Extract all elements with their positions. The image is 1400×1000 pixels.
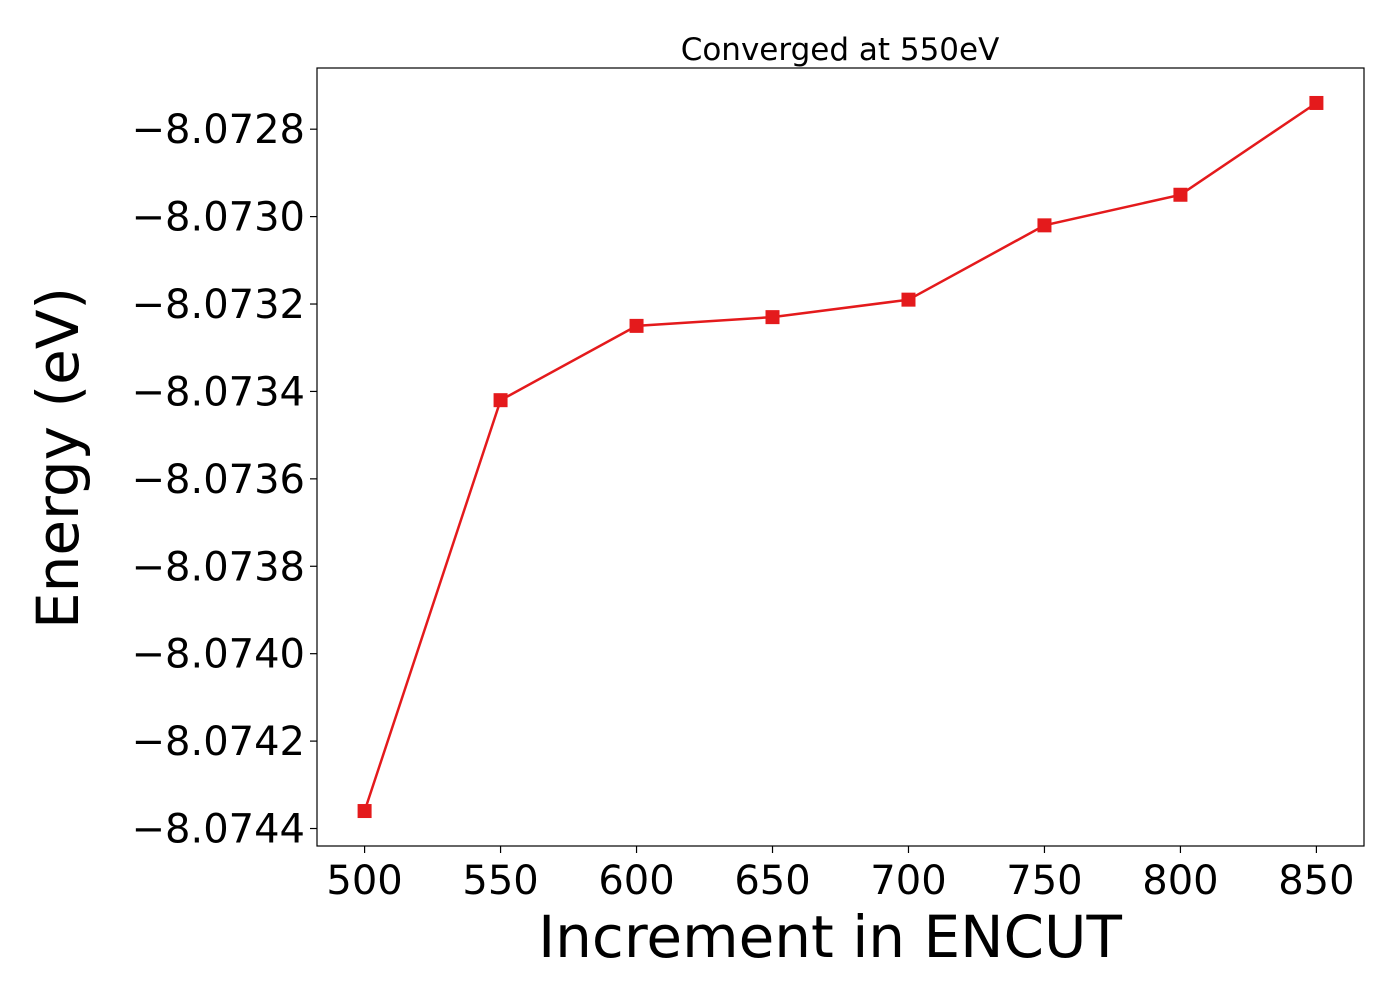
series-layer [357, 95, 1324, 819]
data-point-marker [1173, 187, 1188, 202]
x-tick-label: 500 [326, 858, 402, 904]
series-line [363, 101, 1318, 812]
axis-ticks: 500 550 600 650 700 750 800 850 −8.0744 −8.0742 −8… [132, 107, 1355, 904]
y-tick-label: −8.0728 [132, 107, 305, 153]
y-tick-label: −8.0744 [132, 807, 305, 853]
y-tick-label: −8.0742 [132, 719, 305, 765]
y-tick-label: −8.0730 [132, 195, 305, 241]
y-tick-label: −8.0734 [132, 369, 305, 415]
y-tick-label: −8.0740 [132, 632, 305, 678]
x-tick-label: 800 [1142, 858, 1218, 904]
x-tick-label: 550 [462, 858, 538, 904]
data-point-marker [765, 310, 780, 325]
data-point-marker [1037, 218, 1052, 233]
x-axis-title: Increment in ENCUT [538, 903, 1122, 971]
data-point-marker [629, 318, 644, 333]
y-tick-label: −8.0732 [132, 282, 305, 328]
y-tick-label: −8.0738 [132, 544, 305, 590]
data-point-marker [493, 393, 508, 408]
data-point-marker [357, 804, 372, 819]
y-tick-label: −8.0736 [132, 457, 305, 503]
data-point-marker [1309, 95, 1324, 110]
x-tick-label: 850 [1278, 858, 1354, 904]
x-tick-label: 750 [1006, 858, 1082, 904]
y-axis-title: Energy (eV) [24, 287, 92, 629]
plot-frame [316, 67, 1365, 847]
data-point-marker [901, 292, 916, 307]
x-tick-label: 600 [598, 858, 674, 904]
x-tick-label: 700 [870, 858, 946, 904]
chart-title: Converged at 550eV [681, 32, 1000, 68]
x-tick-label: 650 [734, 858, 810, 904]
